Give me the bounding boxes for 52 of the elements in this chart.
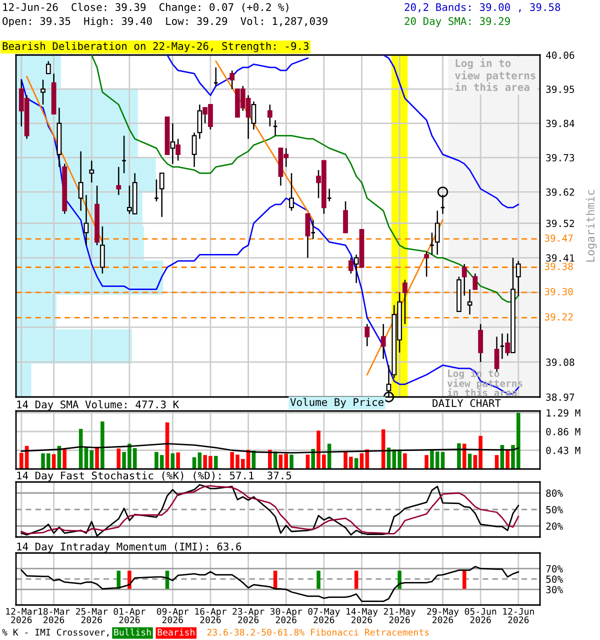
- y-tick-label: 20%: [546, 522, 563, 530]
- chart-title: 12-Jun-26 Close: 39.39 Change: 0.07 (+0.2 %): [3, 2, 288, 14]
- ref-line-label: 39.38: [544, 262, 573, 270]
- text: Bearish: [158, 628, 194, 636]
- ref-line-label: 39.47: [544, 234, 573, 242]
- band-label: Log in to view patterns in this area: [455, 58, 536, 92]
- chart-subtitle: Open: 39.35 High: 39.40 Low: 39.29 Vol: 1,287,039: [2, 16, 328, 28]
- y-tick-label: 39.08: [546, 358, 574, 366]
- x-tick-label: 05-Jun 2026: [464, 608, 496, 624]
- text: 23.6-38.2-50-61.8% Fibonacci Retracements: [207, 628, 429, 636]
- y-tick-label: 39.41: [546, 254, 574, 262]
- y-tick-label: 39.52: [546, 220, 574, 228]
- x-tick-label: 18-Mar 2026: [38, 608, 70, 624]
- x-tick-label: 21-May 2026: [384, 608, 416, 624]
- x-tick-label: 29-May 2026: [427, 608, 459, 624]
- text: 20,2 Bands: 39.00 , 39.58: [404, 2, 560, 12]
- y-tick-label: 0.43 M: [546, 446, 580, 454]
- x-tick-label: 12-Mar 2026: [6, 608, 38, 624]
- x-tick-label: 14-May 2026: [346, 608, 378, 624]
- text: 20 Day SMA: 39.29: [404, 17, 510, 28]
- y-tick-label: 30%: [546, 586, 563, 594]
- y-tick-label: 39.84: [546, 120, 574, 128]
- text: DAILY CHART: [432, 399, 501, 408]
- x-tick-label: 30-Apr 2026: [270, 608, 302, 624]
- chart-title: 14 Day SMA Volume: 477.3 K: [17, 400, 180, 410]
- y-tick-label: 39.73: [546, 154, 574, 162]
- y-tick-label: 50%: [546, 506, 563, 514]
- x-tick-label: 09-Apr 2026: [156, 608, 189, 624]
- x-tick-label: 25-Mar 2026: [76, 608, 108, 624]
- legend-title: % K - IMI Crossover,: [2, 628, 109, 637]
- x-tick-label: 07-May 2026: [308, 608, 340, 624]
- y-tick-label: 1.29 M: [546, 409, 580, 417]
- x-tick-label: 01-Apr 2026: [114, 608, 146, 624]
- y-tick-label: 70%: [546, 565, 563, 572]
- ref-line-label: 39.30: [544, 288, 573, 296]
- chart-title: 14 Day Intraday Momentum (IMI): 63.6: [17, 542, 242, 552]
- ref-line-label: 39.22: [544, 313, 573, 321]
- text: Volume By Price: [290, 398, 384, 408]
- chart-title: 14 Day Fast Stochastic (%K) (%D): 57.1 37.5: [17, 471, 292, 482]
- text: Bearish Deliberation on 22-May-26, Strength: -9.3: [2, 42, 309, 52]
- x-tick-label: 12-Jun 2026: [503, 608, 534, 624]
- y-axis-title: Logarithmic: [586, 190, 597, 262]
- x-tick-label: 16-Apr 2026: [195, 608, 226, 624]
- y-tick-label: 39.62: [546, 188, 574, 196]
- x-tick-label: 23-Apr 2026: [232, 608, 264, 624]
- y-tick-label: 40.06: [546, 52, 574, 59]
- text: Bullish: [114, 628, 151, 636]
- y-tick-label: 38.97: [546, 394, 574, 401]
- y-tick-label: 0.86 M: [546, 428, 580, 436]
- y-tick-label: 39.95: [546, 86, 574, 93]
- y-tick-label: 50%: [546, 576, 563, 583]
- y-tick-label: 80%: [546, 490, 563, 497]
